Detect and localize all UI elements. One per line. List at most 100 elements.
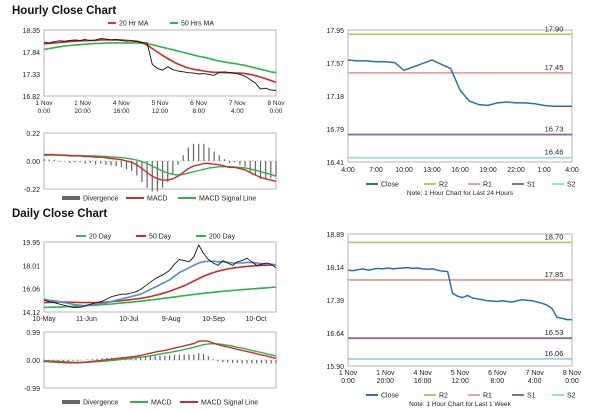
x-tick: 1:00 bbox=[537, 167, 551, 174]
legend-r2: R2 bbox=[439, 182, 448, 189]
x-tick: 7:00 bbox=[369, 167, 383, 174]
x-tick: 9-Aug bbox=[162, 316, 181, 323]
legend-s2: S2 bbox=[567, 393, 576, 400]
x-tick-date: 7 Nov bbox=[526, 370, 545, 377]
x-tick-time: 4:00 bbox=[231, 108, 244, 115]
daily-macd-chart: 0.99 0.00 -0.99 Divergence MACD MACD Signal L… bbox=[24, 330, 277, 407]
x-tick-time: 16:00 bbox=[113, 108, 130, 115]
legend-r1: R1 bbox=[483, 182, 492, 189]
x-tick-time: 16:00 bbox=[414, 378, 432, 385]
level-label-s2: 16.06 bbox=[545, 349, 564, 358]
level-label-s1: 16.73 bbox=[545, 125, 564, 134]
chart-note: Note: 1 Hour Chart for Last 24 Hours bbox=[407, 190, 514, 197]
x-tick-time: 0:00 bbox=[38, 108, 51, 115]
daily-price-chart: 20 Day 50 Day 200 Day19.9518.0116.0614.121… bbox=[22, 234, 277, 323]
x-tick-time: 8:00 bbox=[491, 378, 505, 385]
x-tick-time: 20:00 bbox=[75, 108, 92, 115]
x-tick-time: 0:00 bbox=[270, 108, 283, 115]
x-tick-time: 12:00 bbox=[152, 108, 169, 115]
daily-price-y-tick: 16.06 bbox=[22, 287, 40, 294]
daily_lastweek-y-tick: 17.39 bbox=[326, 298, 344, 305]
series-macd bbox=[43, 340, 277, 364]
series-50-day bbox=[43, 264, 277, 304]
x-tick-date: 1 Nov bbox=[74, 100, 92, 107]
hourly_last24-y-tick: 16.41 bbox=[326, 160, 344, 167]
hourly_last24-y-tick: 16.79 bbox=[326, 127, 344, 134]
x-tick: 10-Jul bbox=[119, 316, 139, 323]
x-tick-date: 5 Nov bbox=[152, 100, 170, 107]
legend-s1: S1 bbox=[527, 393, 536, 400]
hourly-price-y-tick: 18.35 bbox=[22, 28, 40, 35]
x-tick-time: 4:00 bbox=[528, 378, 542, 385]
daily-macd-y-tick: 0.00 bbox=[26, 358, 40, 365]
plot-frame bbox=[43, 241, 277, 313]
level-label-s1: 16.53 bbox=[545, 328, 564, 337]
hourly-price-y-tick: 17.33 bbox=[22, 72, 40, 79]
series-close bbox=[347, 59, 572, 108]
hourly-section-title: Hourly Close Chart bbox=[12, 5, 117, 17]
chart-note: Note: 1 Hour Chart for Last 1 Week bbox=[409, 401, 512, 408]
legend-divergence: Divergence bbox=[83, 400, 119, 407]
series-close bbox=[43, 244, 277, 308]
x-tick-date: 8 Nov bbox=[563, 370, 582, 377]
daily-price-y-tick: 18.01 bbox=[22, 263, 40, 270]
x-tick: 10:00 bbox=[395, 167, 413, 174]
legend-divergence: Divergence bbox=[83, 196, 119, 203]
x-tick-date: 8 Nov bbox=[268, 100, 286, 107]
hourly-macd-y-tick: -0.22 bbox=[24, 187, 40, 194]
x-tick-time: 20:00 bbox=[377, 378, 395, 385]
level-label-s2: 16.46 bbox=[545, 148, 564, 157]
legend-close: Close bbox=[381, 393, 399, 400]
hourly_last24-y-tick: 17.57 bbox=[326, 61, 344, 68]
daily-lastweek-chart: 18.89 18.14 17.39 16.64 15.90 18.70 17.85 16.53… bbox=[326, 232, 582, 408]
x-tick: 10-Sep bbox=[202, 316, 225, 323]
legend-50hr-ma: 50 Hrs MA bbox=[181, 21, 214, 28]
x-tick-date: 7 Nov bbox=[229, 100, 247, 107]
daily-section-title: Daily Close Chart bbox=[12, 208, 108, 220]
hourly-macd-chart: 0.22 0.00 -0.22 Divergence MACD MACD Signal L… bbox=[24, 131, 277, 203]
x-tick-time: 12:00 bbox=[451, 378, 469, 385]
plot-frame bbox=[347, 233, 573, 367]
hourly-price-y-tick: 16.82 bbox=[22, 94, 40, 101]
x-tick: 4:00 bbox=[565, 167, 579, 174]
legend-20hr-ma: 20 Hr MA bbox=[119, 21, 149, 28]
hourly-macd-y-tick: 0.22 bbox=[26, 131, 40, 138]
daily_lastweek-y-tick: 18.89 bbox=[326, 232, 344, 239]
hourly-last24-chart: 17.95 17.57 17.18 16.79 16.41 17.90 17.45 16.73… bbox=[326, 24, 579, 197]
level-label-r2: 17.90 bbox=[545, 24, 564, 33]
daily_lastweek-y-tick: 15.90 bbox=[326, 364, 344, 371]
x-tick: 10-May bbox=[32, 316, 56, 323]
level-label-r1: 17.85 bbox=[545, 270, 564, 279]
legend-close: Close bbox=[381, 182, 399, 189]
x-tick-time: 0:00 bbox=[341, 378, 355, 385]
legend-macd: MACD bbox=[147, 196, 168, 203]
legend-50-day: 50 Day bbox=[149, 234, 172, 241]
daily-macd-y-tick: -0.99 bbox=[24, 386, 40, 393]
legend-r1: R1 bbox=[483, 393, 492, 400]
level-label-r2: 18.70 bbox=[545, 232, 564, 241]
hourly-macd-y-tick: 0.00 bbox=[26, 159, 40, 166]
x-tick: 11-Jun bbox=[76, 316, 97, 323]
legend-macd-signal: MACD Signal Line bbox=[201, 400, 258, 407]
x-tick-date: 1 Nov bbox=[339, 370, 358, 377]
daily-price-y-tick: 14.12 bbox=[22, 310, 40, 317]
x-tick-date: 4 Nov bbox=[414, 370, 433, 377]
level-label-r1: 17.45 bbox=[545, 63, 564, 72]
x-tick: 19:00 bbox=[479, 167, 497, 174]
series-macd bbox=[44, 153, 277, 183]
x-tick-date: 4 Nov bbox=[113, 100, 131, 107]
hourly_last24-y-tick: 17.95 bbox=[326, 28, 344, 35]
legend-20-day: 20 Day bbox=[89, 234, 112, 241]
x-tick-date: 6 Nov bbox=[488, 370, 507, 377]
daily-price-y-tick: 19.95 bbox=[22, 240, 40, 247]
x-tick-date: 1 Nov bbox=[36, 100, 54, 107]
x-tick: 10-Oct bbox=[245, 316, 266, 323]
series-macd-signal bbox=[43, 154, 277, 177]
x-tick: 16:00 bbox=[451, 167, 469, 174]
daily_lastweek-y-tick: 16.64 bbox=[326, 331, 344, 338]
daily_lastweek-y-tick: 18.14 bbox=[326, 265, 344, 272]
legend-200-day: 200 Day bbox=[209, 234, 236, 241]
plot-frame bbox=[347, 29, 573, 163]
hourly-price-y-tick: 17.84 bbox=[22, 50, 40, 57]
